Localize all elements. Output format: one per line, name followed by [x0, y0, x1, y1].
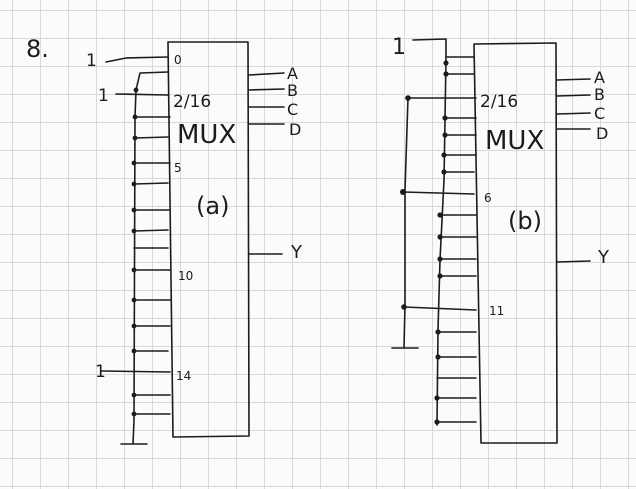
mux-b-select-label-c: C: [594, 104, 605, 123]
mux-b-pin-label-6: 6: [484, 191, 492, 205]
mux-a-input-source-1-bottom: 1: [95, 362, 106, 382]
mux-a-pin-label-10: 10: [178, 269, 193, 283]
mux-b-box: [473, 42, 558, 444]
mux-a-select-label-b: B: [287, 81, 298, 100]
mux-a-pin14-wire: [101, 370, 171, 373]
mux-a-pin-label-5: 5: [174, 161, 182, 175]
mux-b-select-line-a: [556, 78, 591, 81]
mux-b-select-label-a: A: [594, 68, 605, 87]
mux-b-size-label: 2/16: [480, 92, 518, 112]
mux-a-pin-label-14: 14: [176, 369, 191, 383]
mux-b-select-line-c: [556, 112, 591, 115]
mux-b-select-label-d: D: [596, 124, 608, 143]
mux-a-input-source-1-top: 1: [86, 51, 97, 71]
mux-b-output-label: Y: [597, 247, 610, 268]
mux-b-pin11-wire: [403, 306, 477, 311]
problem-number: 8.: [26, 35, 49, 63]
mux-b-output-line: [556, 260, 591, 263]
mux-a-select-line-a: [248, 72, 285, 76]
mux-a-pin1-wire: [115, 93, 169, 96]
mux-a-input-source-1-second: 1: [98, 86, 109, 106]
mux-b-one-bus: [412, 38, 447, 426]
circuit-a: 0 2/16 MUX 5 (a) 10 14 1 1 1: [86, 41, 303, 445]
mux-a-caption: (a): [196, 192, 229, 220]
mux-a-ground-stubs: [133, 116, 171, 415]
mux-a-output-label: Y: [290, 242, 303, 263]
mux-a-label: MUX: [177, 120, 236, 150]
mux-a-pin-label-0: 0: [174, 53, 182, 67]
mux-a-select-label-a: A: [287, 64, 298, 83]
mux-a-junction-dots: [131, 87, 139, 417]
circuit-b: 2/16 MUX 6 (b) 11 1: [391, 35, 610, 444]
mux-b-pin-label-11: 11: [489, 304, 504, 318]
mux-b-caption: (b): [508, 207, 542, 235]
mux-a-box: [167, 41, 250, 438]
mux-a-size-label: 2/16: [173, 92, 211, 112]
mux-b-one-stubs: [436, 73, 477, 423]
mux-a-pin0-wire: [105, 56, 169, 63]
mux-a-select-label-c: C: [287, 100, 298, 119]
mux-a-ground-bus: [132, 71, 169, 445]
mux-a-select-line-b: [248, 88, 285, 91]
mux-b-pin6-wire: [402, 191, 475, 195]
mux-b-select-label-b: B: [594, 85, 605, 104]
mux-b-ground-bus: [403, 97, 409, 348]
mux-b-select-line-b: [556, 94, 591, 97]
mux-b-input-source-1: 1: [392, 35, 406, 60]
mux-a-select-label-d: D: [289, 120, 301, 139]
mux-b-label: MUX: [485, 126, 544, 156]
mux-b-junction-dots: [400, 60, 449, 425]
